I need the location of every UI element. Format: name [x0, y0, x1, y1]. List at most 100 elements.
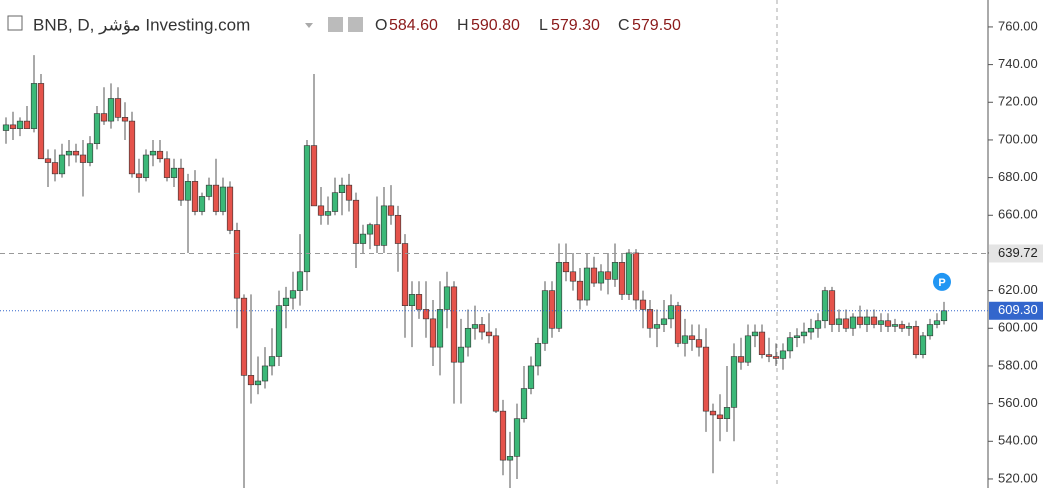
candle-body — [44, 158, 52, 163]
candle-body — [37, 83, 45, 160]
ohlc-value: 579.50 — [632, 17, 681, 34]
candle-body — [709, 410, 717, 416]
candle-body — [261, 365, 269, 382]
candle-body — [548, 290, 556, 329]
candle-body — [149, 150, 157, 156]
candle-body — [198, 196, 206, 212]
candle-body — [58, 154, 66, 175]
candle-body — [541, 290, 549, 344]
candle-body — [345, 184, 353, 201]
candle-body — [114, 98, 122, 118]
plot-area — [2, 55, 948, 488]
candle-body — [478, 324, 486, 333]
price-label: 639.72 — [998, 245, 1038, 260]
candle-body — [716, 414, 724, 419]
candle-body — [303, 145, 311, 273]
candle-body — [730, 356, 738, 408]
candle-body — [723, 407, 731, 419]
candle-body — [128, 120, 136, 175]
candle-body — [408, 294, 416, 306]
candle-body — [625, 252, 633, 295]
candle-body — [135, 173, 143, 178]
candle-body — [422, 309, 430, 320]
candle-body — [373, 224, 381, 246]
candle-body — [79, 154, 87, 163]
candle-body — [100, 113, 108, 122]
candle-body — [457, 346, 465, 363]
candle-body — [667, 305, 675, 320]
candle-body — [366, 224, 374, 235]
candle-body — [93, 113, 101, 145]
y-tick-label: 720.00 — [998, 94, 1038, 109]
symbol-title: BNB, D, مؤشر Investing.com — [33, 15, 250, 34]
candle-body — [212, 184, 220, 212]
candle-body — [590, 267, 598, 284]
candle-body — [772, 356, 780, 359]
candle-body — [317, 205, 325, 216]
candle-body — [324, 211, 332, 216]
candle-body — [401, 243, 409, 306]
candle-body — [268, 356, 276, 367]
ohlc-letter: C — [618, 17, 630, 34]
candle-body — [30, 83, 38, 129]
candle-body — [506, 456, 514, 461]
candle-body — [919, 335, 927, 355]
candle-body — [205, 184, 213, 197]
candle-body — [793, 335, 801, 339]
y-tick-label: 660.00 — [998, 207, 1038, 222]
candle-body — [702, 346, 710, 412]
candle-body — [380, 205, 388, 246]
candle-body — [569, 271, 577, 282]
candle-body — [520, 388, 528, 419]
candle-body — [219, 186, 227, 212]
candle-body — [492, 335, 500, 412]
candle-body — [912, 326, 920, 355]
candle-body — [604, 271, 612, 280]
header-icon — [7, 15, 23, 31]
marker-icon — [933, 272, 951, 291]
settings-icon[interactable] — [348, 17, 363, 32]
candle-body — [338, 184, 346, 193]
candle-body — [359, 233, 367, 244]
candle-body — [471, 324, 479, 329]
candle-body — [583, 267, 591, 301]
y-tick-label: 520.00 — [998, 470, 1038, 485]
candle-body — [639, 299, 647, 310]
visibility-icon[interactable] — [328, 17, 343, 32]
candle-body — [786, 337, 794, 352]
candle-body — [142, 154, 150, 178]
candle-body — [821, 290, 829, 322]
y-tick-label: 560.00 — [998, 395, 1038, 410]
ohlc-letter: O — [375, 17, 387, 34]
y-tick-label: 540.00 — [998, 433, 1038, 448]
dropdown-arrow[interactable] — [305, 23, 313, 28]
y-tick-label: 600.00 — [998, 320, 1038, 335]
candle-body — [387, 205, 395, 216]
candle-body — [646, 309, 654, 329]
candle-body — [282, 297, 290, 306]
candle-body — [247, 375, 255, 386]
candle-body — [849, 316, 857, 329]
candle-body — [233, 230, 241, 299]
candle-body — [86, 143, 94, 163]
candle-body — [289, 290, 297, 299]
candle-body — [2, 124, 10, 131]
candle-body — [156, 150, 164, 160]
candle-body — [765, 354, 773, 357]
candle-body — [800, 331, 808, 337]
candle-body — [779, 350, 787, 359]
candle-body — [807, 327, 815, 333]
candle-body — [681, 335, 689, 344]
candle-body — [9, 124, 17, 129]
candle-body — [744, 335, 752, 363]
candle-body — [842, 318, 850, 329]
candle-body — [394, 214, 402, 244]
candle-body — [443, 286, 451, 310]
candle-body — [436, 309, 444, 348]
candle-body — [499, 410, 507, 461]
candle-body — [534, 343, 542, 367]
marker-label: P — [938, 277, 945, 289]
ohlc-value: 579.30 — [551, 17, 600, 34]
candle-body — [758, 331, 766, 355]
price-label-box — [989, 244, 1043, 263]
